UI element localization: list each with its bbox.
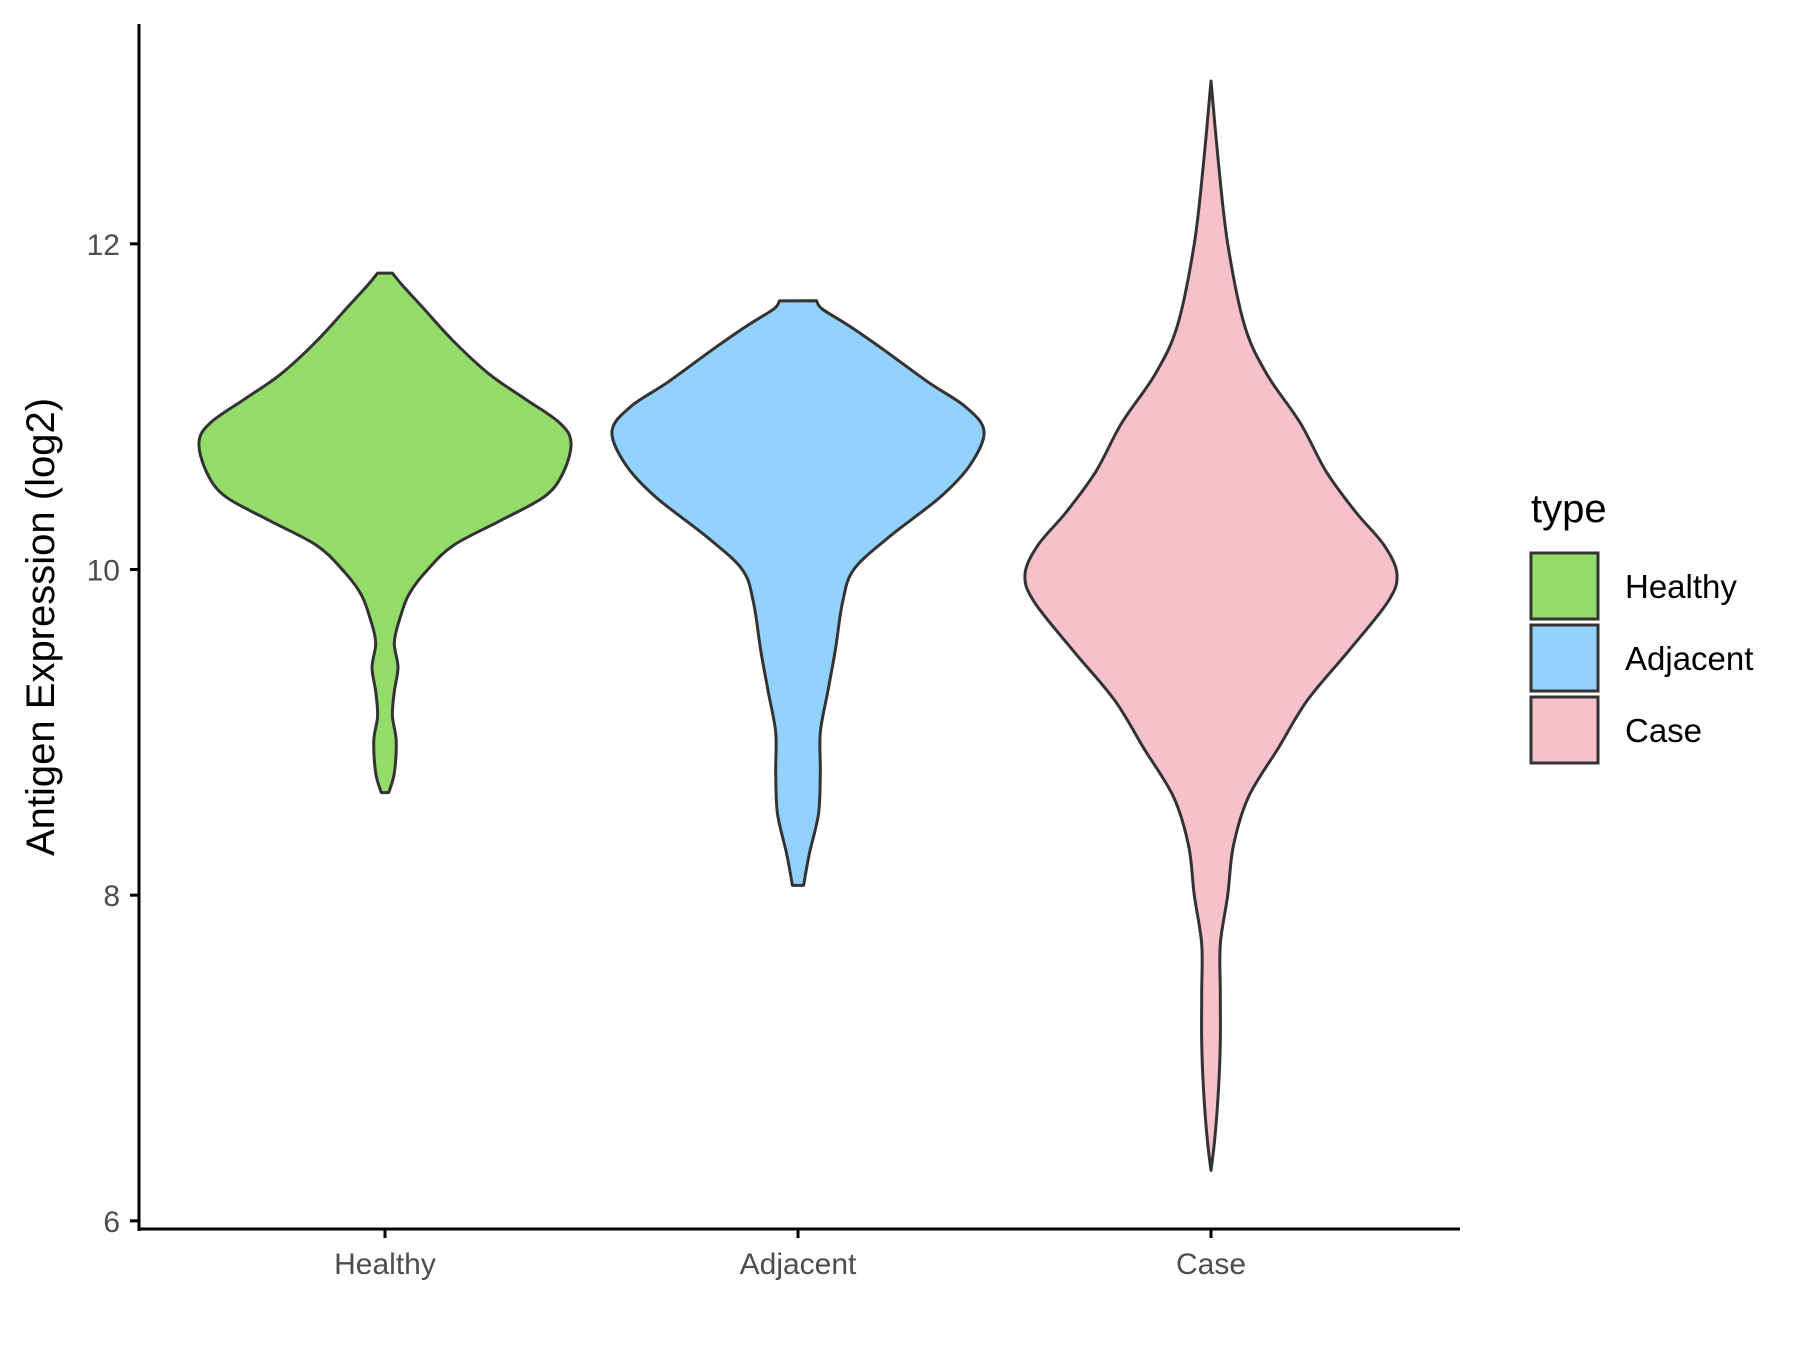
- y-ticks: 6 8 10 12: [87, 229, 139, 1239]
- legend-swatch-healthy: [1529, 551, 1600, 621]
- x-tick-label: Healthy: [334, 1248, 436, 1281]
- violin-adjacent: [610, 299, 986, 887]
- y-tick-label: 8: [103, 880, 120, 913]
- legend-swatch-case: [1529, 695, 1600, 765]
- x-tick-label: Adjacent: [740, 1248, 857, 1281]
- legend-swatch-adjacent: [1529, 623, 1600, 693]
- violin-layer: [197, 79, 1399, 1172]
- y-axis-title: Antigen Expression (log2): [19, 398, 63, 856]
- y-tick-label: 12: [87, 229, 120, 262]
- y-tick-label: 6: [103, 1206, 120, 1239]
- violin-case: [1023, 79, 1399, 1172]
- x-tick-label: Case: [1176, 1248, 1246, 1281]
- legend-label-case: Case: [1625, 712, 1702, 749]
- violin-healthy: [197, 271, 573, 795]
- legend-label-adjacent: Adjacent: [1625, 640, 1753, 677]
- y-tick-label: 10: [87, 555, 120, 588]
- x-ticks: Healthy Adjacent Case: [334, 1229, 1246, 1281]
- legend-title: type: [1531, 487, 1607, 531]
- legend: Healthy Adjacent Case: [1529, 551, 1753, 765]
- legend-label-healthy: Healthy: [1625, 568, 1737, 605]
